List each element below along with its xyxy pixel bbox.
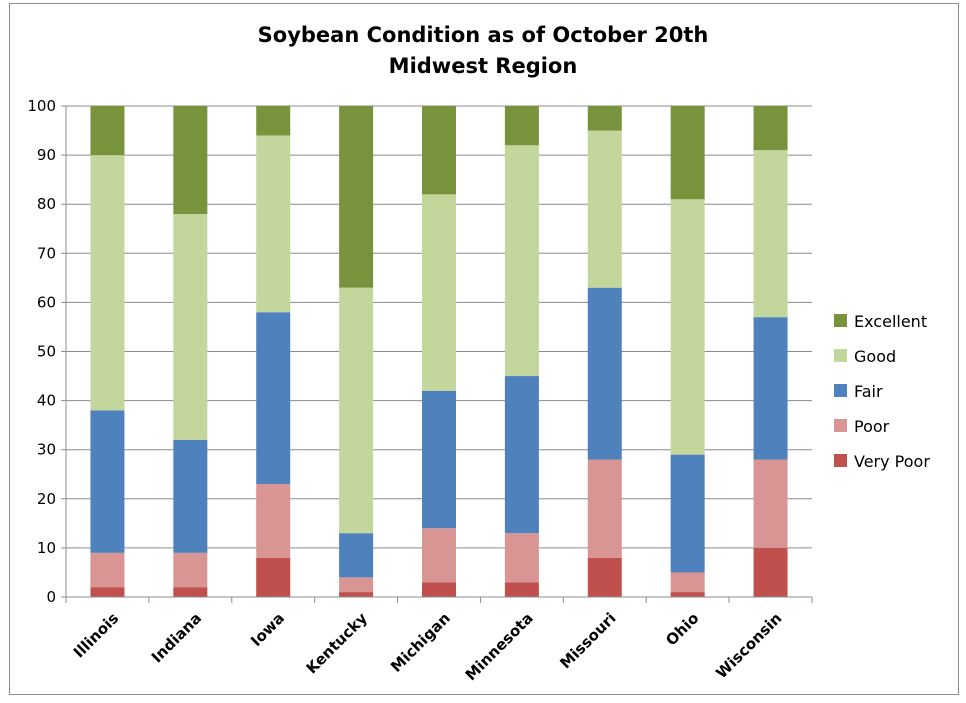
x-tick-labels: Illinois Indiana Iowa Kentucky Michigan Minne…: [70, 609, 785, 684]
bar-segment-excellent: [90, 106, 125, 156]
bar-segment-good: [422, 194, 456, 391]
bar-segment-excellent: [173, 106, 208, 215]
x-tick-label: Missouri: [556, 609, 619, 672]
bar-segment-good: [173, 214, 208, 440]
y-tick-label: 0: [46, 588, 56, 606]
legend-swatch: [834, 314, 847, 327]
y-tick-label: 40: [37, 392, 56, 410]
legend-label: Fair: [854, 382, 883, 401]
bars: [90, 106, 788, 597]
bar-segment-fair: [339, 533, 374, 578]
y-tick-label: 50: [37, 343, 56, 361]
y-tick-labels: 0 10 20 30 40 50 60 70 80 90 100: [27, 97, 56, 606]
bar-segment-fair: [587, 287, 622, 460]
x-tick-label: Michigan: [387, 609, 454, 676]
bar-segment-very-poor: [173, 587, 208, 597]
y-tick-label: 100: [27, 97, 56, 115]
bar-segment-very-poor: [422, 582, 456, 597]
bar-segment-fair: [256, 312, 291, 485]
y-tick-label: 30: [37, 441, 56, 459]
bar-segment-very-poor: [753, 547, 788, 597]
bar-segment-excellent: [504, 106, 539, 146]
legend-label: Excellent: [854, 312, 927, 331]
x-tick-label: Iowa: [247, 609, 288, 650]
chart-title: Soybean Condition as of October 20th Mid…: [0, 20, 966, 82]
y-tick-label: 70: [37, 244, 56, 262]
bar-segment-excellent: [670, 106, 705, 200]
bar-segment-excellent: [587, 106, 622, 131]
bar-segment-very-poor: [670, 592, 705, 597]
bar-segment-poor: [256, 484, 291, 558]
bar-segment-good: [339, 287, 374, 534]
x-tick-label: Indiana: [148, 609, 205, 666]
bar-segment-good: [256, 135, 291, 313]
bar-segment-excellent: [256, 106, 291, 136]
chart-subtitle-line: Midwest Region: [388, 54, 578, 78]
bar-segment-very-poor: [339, 592, 374, 597]
bar-segment-very-poor: [587, 557, 622, 597]
bar-segment-very-poor: [90, 587, 125, 597]
legend: Excellent Good Fair Poor Very Poor: [834, 312, 930, 471]
bar-segment-poor: [339, 577, 374, 593]
bar-segment-excellent: [422, 106, 456, 195]
legend-label: Poor: [854, 417, 890, 436]
x-tick-label: Ohio: [662, 609, 702, 649]
bar-segment-very-poor: [504, 582, 539, 597]
y-tick-label: 20: [37, 490, 56, 508]
bar-segment-poor: [422, 528, 456, 583]
bar-segment-excellent: [339, 106, 374, 288]
bar-segment-very-poor: [256, 557, 291, 597]
bar-segment-excellent: [753, 106, 788, 151]
bar-segment-poor: [90, 552, 125, 588]
bar-segment-poor: [753, 459, 788, 548]
x-tick-label: Kentucky: [303, 609, 372, 678]
axes: [61, 105, 813, 603]
bar-segment-poor: [173, 552, 208, 588]
y-tick-label: 60: [37, 293, 56, 311]
bar-segment-fair: [90, 410, 125, 553]
legend-swatch: [834, 384, 847, 397]
bar-segment-fair: [504, 376, 539, 534]
x-tick-label: Illinois: [70, 609, 122, 661]
bar-segment-poor: [587, 459, 622, 558]
chart-frame: [9, 3, 959, 695]
legend-label: Very Poor: [854, 452, 930, 471]
legend-swatch: [834, 349, 847, 362]
legend-swatch: [834, 419, 847, 432]
bar-segment-good: [670, 199, 705, 455]
y-tick-label: 10: [37, 539, 56, 557]
bar-segment-good: [504, 145, 539, 377]
x-tick-label: Minnesota: [462, 609, 537, 684]
x-tick-label: Wisconsin: [712, 609, 785, 682]
bar-segment-good: [587, 130, 622, 288]
bar-segment-good: [90, 155, 125, 411]
y-tick-label: 80: [37, 195, 56, 213]
bar-segment-fair: [422, 390, 456, 529]
bar-segment-fair: [753, 317, 788, 460]
legend-label: Good: [854, 347, 896, 366]
y-tick-label: 90: [37, 146, 56, 164]
bar-segment-good: [753, 150, 788, 318]
legend-swatch: [834, 454, 847, 467]
bar-segment-fair: [173, 439, 208, 553]
bar-segment-poor: [670, 572, 705, 593]
bar-segment-fair: [670, 454, 705, 573]
chart-title-line: Soybean Condition as of October 20th: [257, 23, 709, 47]
bar-segment-poor: [504, 533, 539, 583]
